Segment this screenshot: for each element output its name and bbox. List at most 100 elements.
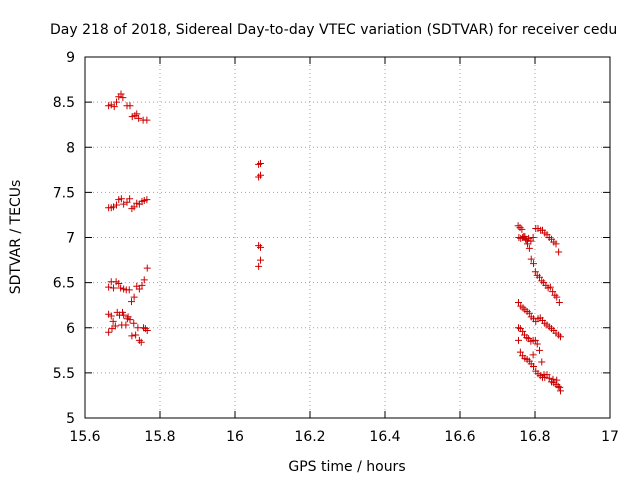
data-point: [257, 171, 264, 179]
data-point: [540, 371, 548, 379]
y-axis-label: SDTVAR / TECUs: [8, 180, 24, 295]
data-point: [517, 234, 525, 242]
x-tick-label: 16.4: [369, 429, 400, 445]
data-point: [122, 321, 130, 329]
data-point: [120, 200, 128, 208]
data-point: [143, 116, 151, 124]
x-tick-label: 16.8: [519, 429, 550, 445]
data-point: [530, 260, 537, 268]
data-point: [557, 333, 564, 341]
data-point: [130, 203, 138, 211]
data-point: [514, 222, 522, 230]
y-tick-label: 7: [66, 231, 75, 247]
axis-tick-labels: 15.6 15.8 16 16.2 16.4 16.6 16.8 17 5 5.5 6 6.5 7 7.5…: [53, 50, 619, 445]
data-point: [130, 319, 138, 327]
data-point: [108, 325, 116, 333]
data-point: [516, 348, 524, 356]
data-point: [525, 309, 533, 317]
y-tick-label: 8.5: [53, 95, 75, 111]
data-point: [143, 326, 151, 334]
x-tick-label: 15.8: [144, 429, 175, 445]
data-point: [255, 262, 263, 270]
data-point: [555, 298, 563, 306]
data-point: [533, 340, 541, 348]
x-axis-label: GPS time / hours: [288, 459, 405, 475]
data-point: [525, 244, 533, 252]
data-point: [545, 374, 553, 382]
x-tick-label: 16.6: [444, 429, 475, 445]
data-point: [141, 325, 149, 333]
data-point: [135, 336, 143, 344]
data-point: [132, 331, 140, 339]
data-point: [110, 284, 117, 292]
data-point: [536, 273, 543, 281]
data-point: [113, 98, 120, 106]
data-point: [115, 280, 123, 288]
data-point: [110, 203, 117, 211]
data-point: [529, 351, 537, 359]
data-point: [257, 243, 264, 251]
data-point: [516, 224, 524, 232]
data-point: [552, 240, 560, 248]
data-point: [138, 281, 146, 289]
data-point: [137, 338, 145, 346]
data-point: [143, 264, 151, 272]
data-point: [130, 293, 138, 301]
y-tick-label: 6: [66, 321, 75, 337]
data-point: [255, 173, 263, 181]
data-point: [515, 298, 522, 306]
data-point: [107, 312, 115, 320]
data-point: [128, 298, 135, 306]
data-point: [126, 195, 134, 203]
data-point: [105, 283, 113, 291]
data-point: [135, 285, 143, 293]
data-point: [515, 336, 522, 344]
data-point: [549, 375, 557, 383]
data-point: [143, 196, 151, 204]
data-point: [107, 101, 115, 109]
x-tick-label: 16: [226, 429, 244, 445]
data-point: [257, 159, 264, 167]
data-point: [255, 160, 263, 168]
data-point: [519, 327, 527, 335]
data-point: [113, 201, 120, 209]
data-point: [128, 332, 136, 340]
data-point: [117, 90, 125, 98]
y-tick-label: 7.5: [53, 185, 75, 201]
y-tick-label: 5: [66, 411, 75, 427]
data-point: [140, 276, 148, 284]
data-point: [123, 198, 131, 206]
data-point: [531, 336, 539, 344]
data-point: [515, 324, 522, 332]
x-tick-label: 17: [601, 429, 619, 445]
data-point: [117, 195, 125, 203]
data-point: [109, 317, 117, 325]
data-point: [126, 102, 134, 110]
data-point: [119, 94, 127, 102]
data-point: [135, 114, 143, 122]
data-point: [527, 237, 535, 245]
chart-title: Day 218 of 2018, Sidereal Day-to-day VTE…: [50, 22, 617, 38]
data-point: [531, 268, 539, 276]
x-tick-label: 16.2: [294, 429, 325, 445]
x-tick-label: 15.6: [69, 429, 100, 445]
data-point: [555, 248, 563, 256]
y-tick-label: 5.5: [53, 366, 75, 382]
data-point: [546, 283, 554, 291]
data-point: [125, 286, 133, 294]
data-point: [117, 284, 125, 292]
y-tick-label: 8: [66, 140, 75, 156]
data-point: [518, 225, 526, 233]
y-tick-label: 9: [66, 50, 75, 66]
data-point: [527, 255, 535, 263]
data-point: [119, 308, 126, 316]
data-point: [554, 382, 562, 390]
data-point: [255, 242, 263, 250]
data-points: [105, 90, 564, 395]
data-point: [536, 346, 543, 354]
y-tick-label: 6.5: [53, 276, 75, 292]
data-point: [538, 358, 546, 366]
data-point: [105, 328, 113, 336]
data-point: [553, 293, 561, 301]
